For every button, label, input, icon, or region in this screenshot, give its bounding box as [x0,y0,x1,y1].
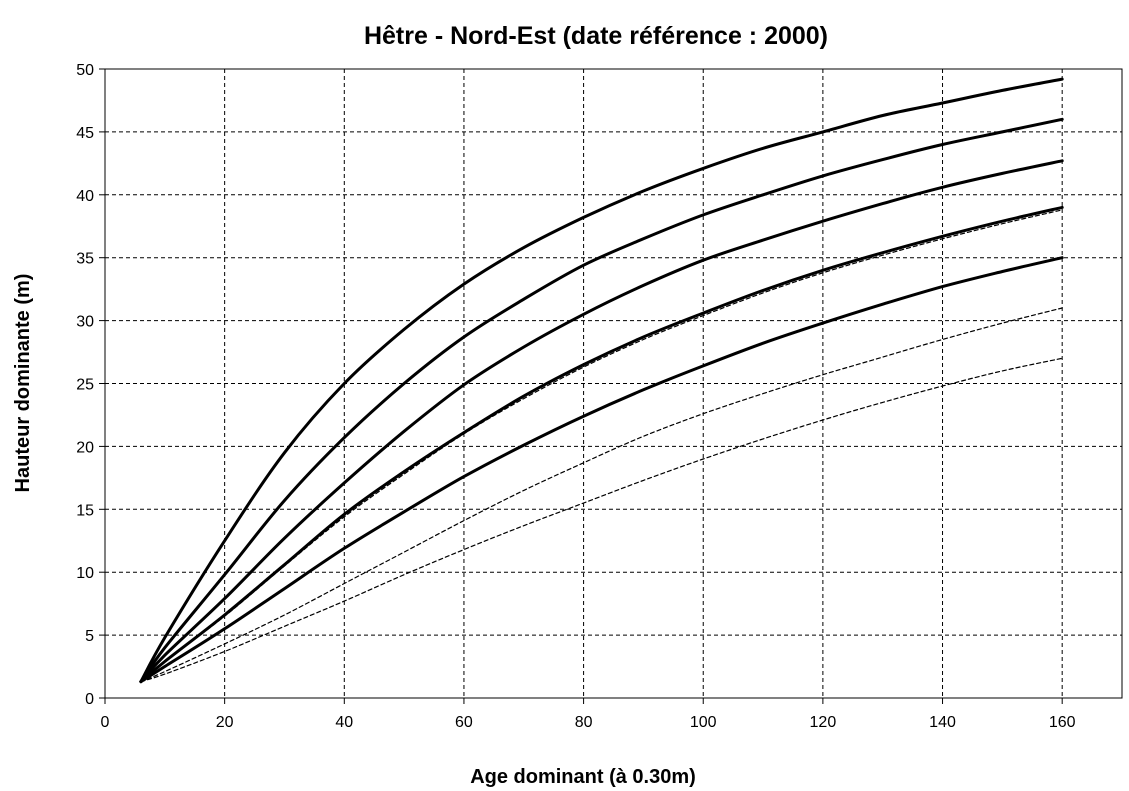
x-tick-label: 140 [929,714,956,731]
solid-series-line [139,159,1064,684]
solid-series-line [139,77,1064,684]
x-tick-label: 160 [1049,714,1076,731]
x-tick-label: 80 [575,714,593,731]
y-tick-label: 40 [76,188,94,205]
y-tick-label: 0 [85,691,94,708]
solid-series-line [139,205,1064,684]
solid-series-line [139,256,1064,684]
x-tick-label: 40 [335,714,353,731]
x-tick-label: 0 [101,714,110,731]
y-tick-label: 10 [76,565,94,582]
dashed-series-line [140,357,1063,683]
y-tick-label: 25 [76,377,94,394]
x-tick-label: 20 [216,714,234,731]
solid-series-line [139,117,1064,684]
axis-ticks: 0 20 40 60 80 100 120 140 160 0 5 10 15 20 25 30 35 40 45 5… [76,62,1075,731]
x-axis-label: Age dominant (à 0.30m) [470,766,696,788]
dashed-series-line [140,307,1063,683]
y-tick-label: 50 [76,62,94,79]
y-tick-label: 45 [76,125,94,142]
x-tick-label: 100 [690,714,717,731]
series-lines [139,77,1064,684]
y-tick-label: 15 [76,502,94,519]
x-tick-label: 120 [810,714,837,731]
dashed-series-line [140,209,1063,683]
y-axis-label: Hauteur dominante (m) [12,274,34,493]
x-tick-label: 60 [455,714,473,731]
y-tick-label: 35 [76,251,94,268]
y-tick-label: 30 [76,314,94,331]
gridlines [105,68,1122,698]
y-tick-label: 5 [85,628,94,645]
chart-title: Hêtre - Nord-Est (date référence : 2000) [364,22,828,50]
y-tick-label: 20 [76,439,94,456]
